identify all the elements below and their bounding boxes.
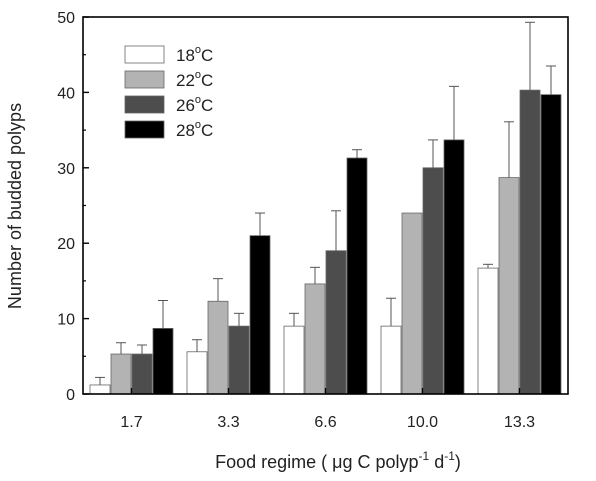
bar <box>283 325 305 395</box>
bar <box>186 351 208 395</box>
legend-label: 26oC <box>176 94 213 115</box>
bar <box>304 283 326 395</box>
y-axis-label: Number of budded polyps <box>5 103 25 309</box>
x-tick-label: 10.0 <box>407 414 438 431</box>
legend-swatch <box>124 45 165 64</box>
legend-label: 22oC <box>176 69 213 90</box>
error-bars-layer <box>95 21 556 385</box>
bar <box>477 267 499 395</box>
x-tick-label: 3.3 <box>217 414 239 431</box>
bar <box>498 177 520 395</box>
legend-swatch <box>124 120 165 139</box>
bar <box>540 94 562 395</box>
legend-swatch <box>124 70 165 89</box>
legend-label: 28oC <box>176 119 213 140</box>
x-axis: 1.7 3.3 6.6 10.0 13.3 <box>120 388 535 431</box>
bar <box>519 89 541 395</box>
bar <box>380 325 402 395</box>
legend-swatch <box>124 95 165 114</box>
y-tick-label: 20 <box>57 236 75 253</box>
x-axis-label-main: Food regime ( μg C polyp <box>215 452 418 472</box>
bar <box>131 353 153 395</box>
bar <box>228 325 250 395</box>
y-tick-label: 50 <box>57 10 75 27</box>
x-axis-label-mid: d <box>429 452 444 472</box>
y-tick-label: 0 <box>66 387 75 404</box>
x-tick-label: 13.3 <box>504 414 535 431</box>
bars-layer <box>89 89 562 395</box>
legend-label: 18oC <box>176 44 213 65</box>
x-axis-label-end: ) <box>455 452 461 472</box>
bar <box>443 139 465 395</box>
x-axis-label-sup2: -1 <box>444 449 455 463</box>
x-tick-label: 1.7 <box>120 414 142 431</box>
legend: 18oC 22oC 26oC 28oC <box>124 44 213 140</box>
bar <box>89 384 111 395</box>
bar <box>110 353 132 395</box>
bar <box>325 250 347 395</box>
x-tick-label: 6.6 <box>314 414 336 431</box>
bar <box>346 157 368 395</box>
x-axis-label: Food regime ( μg C polyp-1 d-1) <box>215 449 461 472</box>
bar <box>401 212 423 395</box>
bar <box>152 328 174 395</box>
x-axis-label-sup1: -1 <box>419 449 430 463</box>
bar <box>249 235 271 395</box>
y-axis: 0 10 20 30 40 50 <box>57 10 89 404</box>
bar <box>422 167 444 395</box>
y-tick-label: 30 <box>57 161 75 178</box>
y-tick-label: 40 <box>57 85 75 102</box>
y-tick-label: 10 <box>57 312 75 329</box>
bar <box>207 300 229 395</box>
